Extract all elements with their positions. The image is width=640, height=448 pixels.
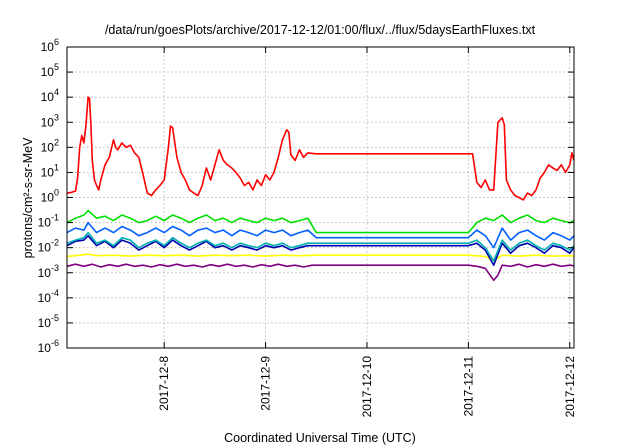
y-tick-label: 104 xyxy=(41,87,59,104)
x-tick-label: 2017-12-10 xyxy=(360,356,374,418)
y-tick-label: 10-2 xyxy=(38,238,59,255)
series-line-3 xyxy=(66,221,575,249)
y-tick-label: 10-6 xyxy=(38,338,59,355)
series-line-6 xyxy=(66,253,575,262)
x-axis-label: Coordinated Universal Time (UTC) xyxy=(224,431,416,445)
y-axis-ticks: 10-6 10-5 10-4 10-3 10-2 10-1 100 101 102 103 104 1… xyxy=(38,37,574,355)
y-axis-label: protons/cm²-s-sr-MeV xyxy=(21,137,35,259)
series-line-1 xyxy=(66,96,575,201)
series-line-2 xyxy=(66,209,575,234)
x-tick-label: 2017-12-9 xyxy=(259,356,273,411)
y-tick-label: 10-3 xyxy=(38,263,59,280)
y-tick-label: 10-4 xyxy=(38,288,59,305)
y-tick-label: 10-5 xyxy=(38,313,59,330)
y-tick-label: 101 xyxy=(41,162,59,179)
y-tick-label: 106 xyxy=(41,37,59,54)
series-line-5 xyxy=(66,234,575,266)
y-tick-label: 10-1 xyxy=(38,213,59,230)
y-tick-label: 102 xyxy=(41,137,59,154)
y-tick-label: 105 xyxy=(41,62,59,79)
x-tick-label: 2017-12-8 xyxy=(157,356,171,411)
y-tick-label: 100 xyxy=(41,188,59,205)
chart-title: /data/run/goesPlots/archive/2017-12-12/0… xyxy=(105,23,536,37)
series-line-7 xyxy=(66,263,575,282)
grid-lines xyxy=(67,47,574,348)
x-tick-label: 2017-12-12 xyxy=(563,356,577,418)
x-tick-label: 2017-12-11 xyxy=(461,356,475,417)
x-axis-ticks: 2017-12-8 2017-12-9 2017-12-10 2017-12-11 20… xyxy=(157,47,577,417)
series-layer xyxy=(66,96,575,282)
y-tick-label: 103 xyxy=(41,112,59,129)
series-line-4 xyxy=(66,231,575,262)
